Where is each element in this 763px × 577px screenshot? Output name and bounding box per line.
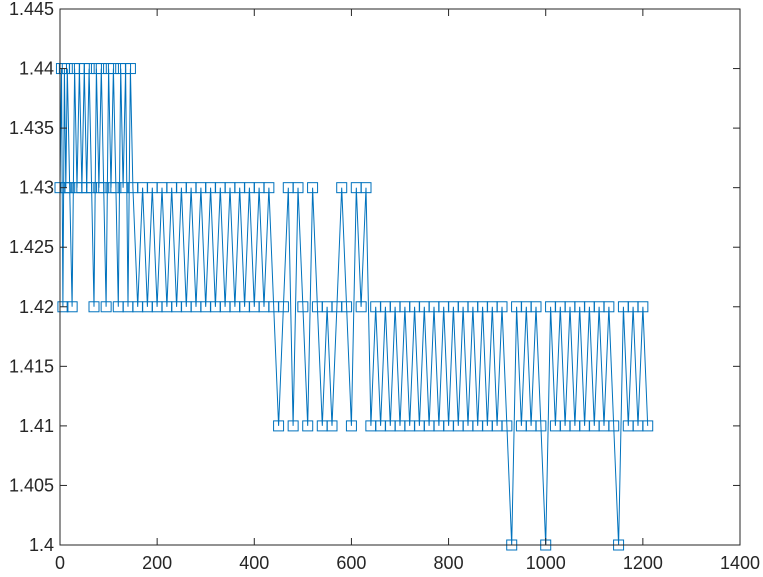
- data-point-marker: [355, 301, 367, 313]
- data-point-marker: [530, 301, 542, 313]
- data-point-marker: [297, 301, 309, 313]
- data-point-marker: [273, 420, 285, 432]
- data-point-marker: [98, 182, 110, 194]
- data-point-marker: [642, 420, 654, 432]
- data-point-marker: [501, 420, 513, 432]
- data-point-marker: [124, 63, 136, 75]
- y-tick-label: 1.425: [9, 237, 54, 257]
- data-point-marker: [307, 182, 319, 194]
- y-tick-label: 1.42: [19, 297, 54, 317]
- data-point-marker: [110, 182, 122, 194]
- data-point-marker: [603, 301, 615, 313]
- data-point-marker: [100, 301, 112, 313]
- data-point-marker: [326, 420, 338, 432]
- x-axis: 0 200 400 600 800 1000 1200 1400: [55, 9, 760, 573]
- y-tick-label: 1.415: [9, 356, 54, 376]
- x-tick-label: 0: [55, 553, 65, 573]
- y-tick-label: 1.44: [19, 59, 54, 79]
- data-point-marker: [345, 420, 357, 432]
- x-tick-label: 1000: [526, 553, 566, 573]
- y-tick-label: 1.41: [19, 416, 54, 436]
- data-point-marker: [336, 182, 348, 194]
- x-tick-label: 1400: [720, 553, 760, 573]
- data-point-marker: [341, 301, 353, 313]
- data-point-marker: [302, 420, 314, 432]
- y-tick-label: 1.435: [9, 118, 54, 138]
- data-point-marker: [57, 301, 69, 313]
- data-point-marker: [287, 420, 299, 432]
- data-point-marker: [86, 182, 98, 194]
- data-point-marker: [292, 182, 304, 194]
- data-point-marker: [496, 301, 508, 313]
- data-point-marker: [107, 63, 119, 75]
- data-point-marker: [637, 301, 649, 313]
- y-tick-label: 1.445: [9, 0, 54, 19]
- x-tick-label: 800: [434, 553, 464, 573]
- y-tick-label: 1.43: [19, 178, 54, 198]
- data-point-marker: [88, 301, 100, 313]
- data-point-marker: [608, 420, 620, 432]
- x-tick-label: 200: [142, 553, 172, 573]
- axes-box: [59, 8, 741, 546]
- data-point-marker: [95, 63, 107, 75]
- y-tick-label: 1.405: [9, 475, 54, 495]
- data-point-marker: [263, 182, 275, 194]
- x-tick-label: 400: [239, 553, 269, 573]
- x-tick-label: 1200: [623, 553, 663, 573]
- y-tick-label: 1.4: [29, 535, 54, 555]
- x-tick-label: 600: [336, 553, 366, 573]
- data-point-marker: [277, 301, 289, 313]
- data-point-marker: [360, 182, 372, 194]
- data-point-marker: [83, 63, 95, 75]
- data-point-marker: [535, 420, 547, 432]
- data-point-marker: [66, 301, 78, 313]
- y-axis: 1.4 1.405 1.41 1.415 1.42 1.425 1.43 1.435 1.44 1…: [9, 0, 740, 555]
- marker-layer: [54, 63, 654, 551]
